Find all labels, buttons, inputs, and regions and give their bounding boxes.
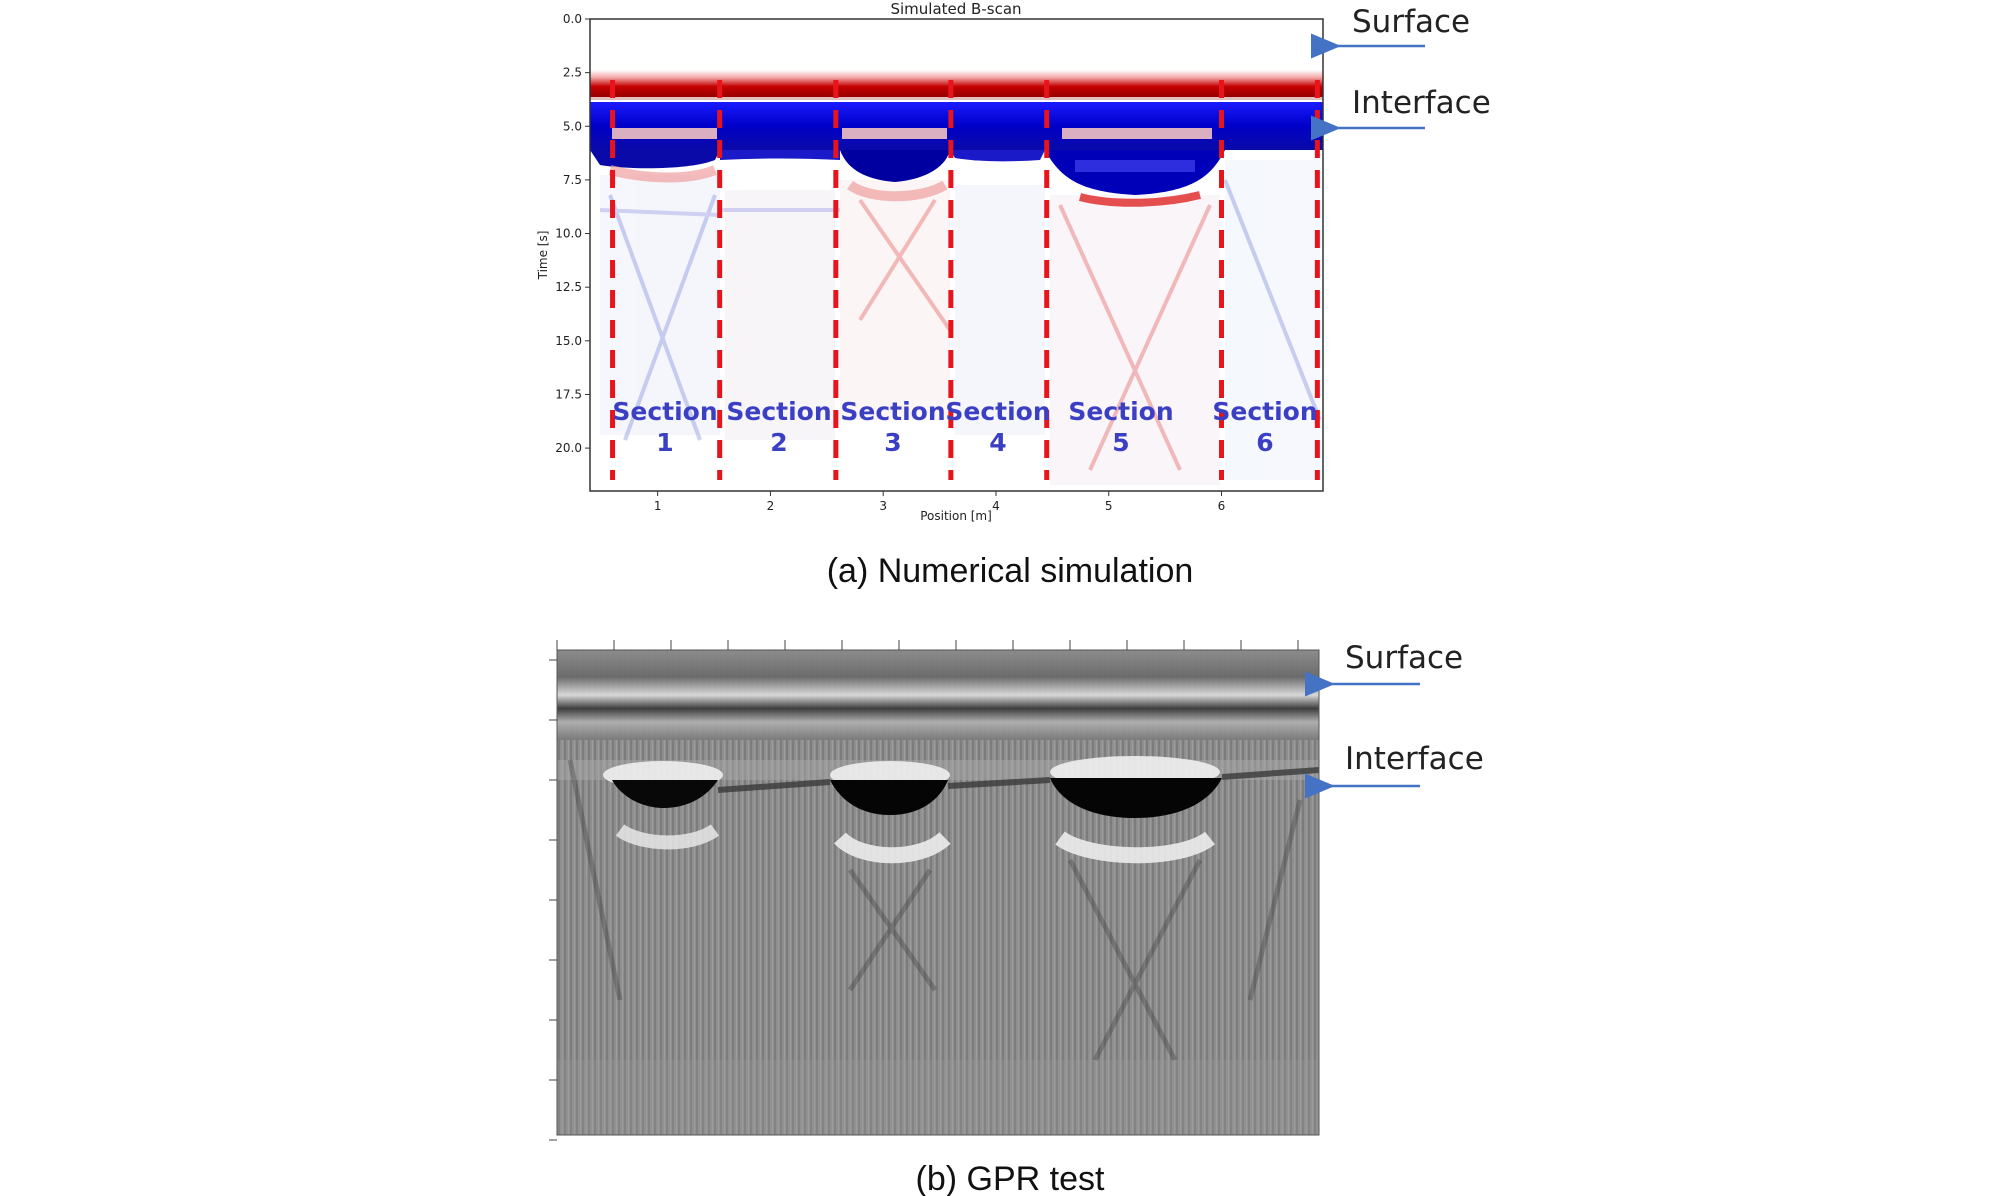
caption-b: (b) GPR test (916, 1160, 1105, 1196)
gpr-cavity-3 (1050, 778, 1222, 818)
x-tick-label: 5 (1105, 499, 1113, 513)
surface-annotation-a: Surface (1352, 4, 1470, 40)
y-tick-label: 12.5 (555, 280, 582, 294)
gpr-diffraction-lines (567, 759, 1303, 1062)
section-1-label-line1: Section (612, 397, 717, 426)
x-tick-label: 6 (1218, 499, 1226, 513)
cavity-1 (590, 150, 720, 169)
y-tick-label: 20.0 (555, 441, 582, 455)
section-4-label-line2: 4 (989, 428, 1006, 457)
section-2-label-line2: 2 (770, 428, 787, 457)
y-axis: 0.0 2.5 5.0 7.5 10.0 12.5 15.0 17.5 20.0 (555, 12, 590, 455)
x-tick-label: 2 (767, 499, 775, 513)
panel-a: Simulated B-scan (536, 0, 1491, 590)
y-tick-label: 10.0 (555, 227, 582, 241)
y-tick-label: 17.5 (555, 387, 582, 401)
gpr-surface-band (557, 650, 1319, 740)
diffraction-hyperbolas (599, 179, 1322, 471)
y-tick-label: 15.0 (555, 334, 582, 348)
surface-reflection-band (590, 70, 1323, 100)
section-1-label-line2: 1 (656, 428, 673, 457)
section-6-label-line2: 6 (1256, 428, 1273, 457)
gpr-cavity-1 (612, 780, 718, 808)
x-axis-title: Position [m] (920, 509, 992, 523)
section-3-label-line2: 3 (884, 428, 901, 457)
x-tick-label: 3 (879, 499, 887, 513)
section-5-label-line2: 5 (1112, 428, 1129, 457)
x-axis: 1 2 3 4 5 6 (654, 491, 1225, 513)
plot-title: Simulated B-scan (890, 0, 1021, 18)
section-dividers (610, 80, 1320, 480)
background-texture (600, 160, 1320, 485)
interface-reflection-band (590, 102, 1323, 150)
axes-frame (589, 18, 1324, 492)
gpr-axis-ticks (549, 640, 1299, 1141)
y-tick-label: 7.5 (563, 173, 582, 187)
gpr-image (557, 650, 1320, 1135)
cavity-4 (950, 150, 1045, 162)
section-4-label-line1: Section (945, 397, 1050, 426)
section-6-label-line1: Section (1212, 397, 1317, 426)
section-labels: Section 1 Section 2 Section 3 Section 4 … (612, 397, 1317, 457)
section-2-label-line1: Section (726, 397, 831, 426)
cavity-3 (840, 150, 950, 182)
y-axis-title: Time [s] (536, 231, 550, 281)
y-tick-label: 0.0 (563, 12, 582, 26)
section-3-label-line1: Section (840, 397, 945, 426)
cavity-2 (720, 150, 840, 160)
heatmap-area (590, 19, 1323, 491)
x-tick-label: 4 (992, 499, 1000, 513)
y-tick-label: 2.5 (563, 66, 582, 80)
x-tick-label: 1 (654, 499, 662, 513)
interface-annotation-a: Interface (1352, 85, 1491, 121)
gpr-cavity-2 (830, 780, 948, 815)
panel-b: Surface Interface (b) GPR test (549, 640, 1484, 1196)
caption-a: (a) Numerical simulation (827, 552, 1194, 590)
interface-annotation-b: Interface (1345, 741, 1484, 777)
surface-annotation-b: Surface (1345, 640, 1463, 676)
section-5-label-line1: Section (1068, 397, 1173, 426)
gpr-frame (556, 649, 1320, 1136)
y-tick-label: 5.0 (563, 119, 582, 133)
